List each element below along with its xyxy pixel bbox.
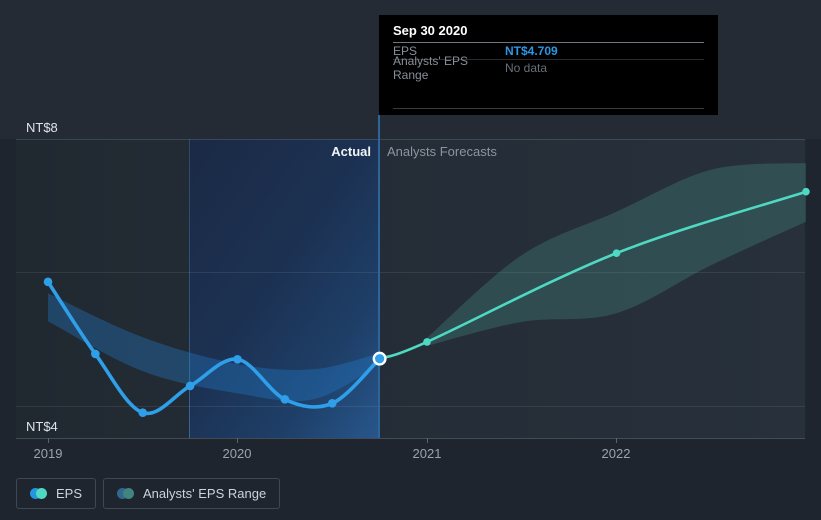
plot-hover-area[interactable]: [16, 139, 805, 438]
legend-eps-label: EPS: [56, 486, 83, 501]
tooltip-title-divider: [393, 42, 704, 43]
x-tick-2021: [427, 438, 428, 443]
range-dot-teal-icon: [123, 488, 135, 499]
x-tick-label-2020: 2020: [222, 446, 252, 461]
legend-toggle-analysts-eps-range[interactable]: Analysts' EPS Range: [103, 478, 281, 509]
chart-legend: EPS Analysts' EPS Range: [16, 478, 281, 509]
x-tick-2022: [616, 438, 617, 443]
data-point-tooltip: Sep 30 2020 EPS NT$4.709 Analysts' EPS R…: [379, 15, 718, 115]
x-axis-line: [16, 438, 805, 439]
x-tick-label-2021: 2021: [412, 446, 442, 461]
tooltip-row-eps: EPS NT$4.709: [393, 43, 704, 59]
range-dot-blue-icon: [117, 488, 129, 499]
x-tick-2020: [237, 438, 238, 443]
tooltip-row-range: Analysts' EPS Range No data: [393, 54, 704, 82]
tooltip-range-value: No data: [505, 61, 548, 75]
legend-toggle-eps[interactable]: EPS: [16, 478, 97, 509]
tooltip-bottom-divider: [393, 108, 704, 109]
range-series-icon: [117, 488, 135, 499]
x-tick-label-2022: 2022: [601, 446, 631, 461]
legend-range-label: Analysts' EPS Range: [143, 486, 267, 501]
y-axis-label-top: NT$8: [26, 120, 58, 135]
tooltip-date: Sep 30 2020: [393, 23, 468, 38]
tooltip-eps-value: NT$4.709: [505, 44, 558, 58]
tooltip-eps-label: EPS: [393, 44, 418, 58]
gridline-nt8: [16, 139, 805, 140]
gridline-nt4: [16, 406, 805, 407]
forecast-region-label: Analysts Forecasts: [387, 144, 497, 159]
eps-dot-teal-icon: [36, 488, 47, 499]
x-tick-2019: [48, 438, 49, 443]
eps-series-icon: [30, 488, 47, 499]
eps-dot-blue-icon: [30, 488, 41, 499]
x-tick-label-2019: 2019: [33, 446, 63, 461]
tooltip-row-divider: [393, 59, 704, 60]
y-axis-label-bottom: NT$4: [26, 419, 58, 434]
actual-region-label: Actual: [331, 144, 371, 159]
tooltip-range-label: Analysts' EPS Range: [393, 54, 468, 82]
